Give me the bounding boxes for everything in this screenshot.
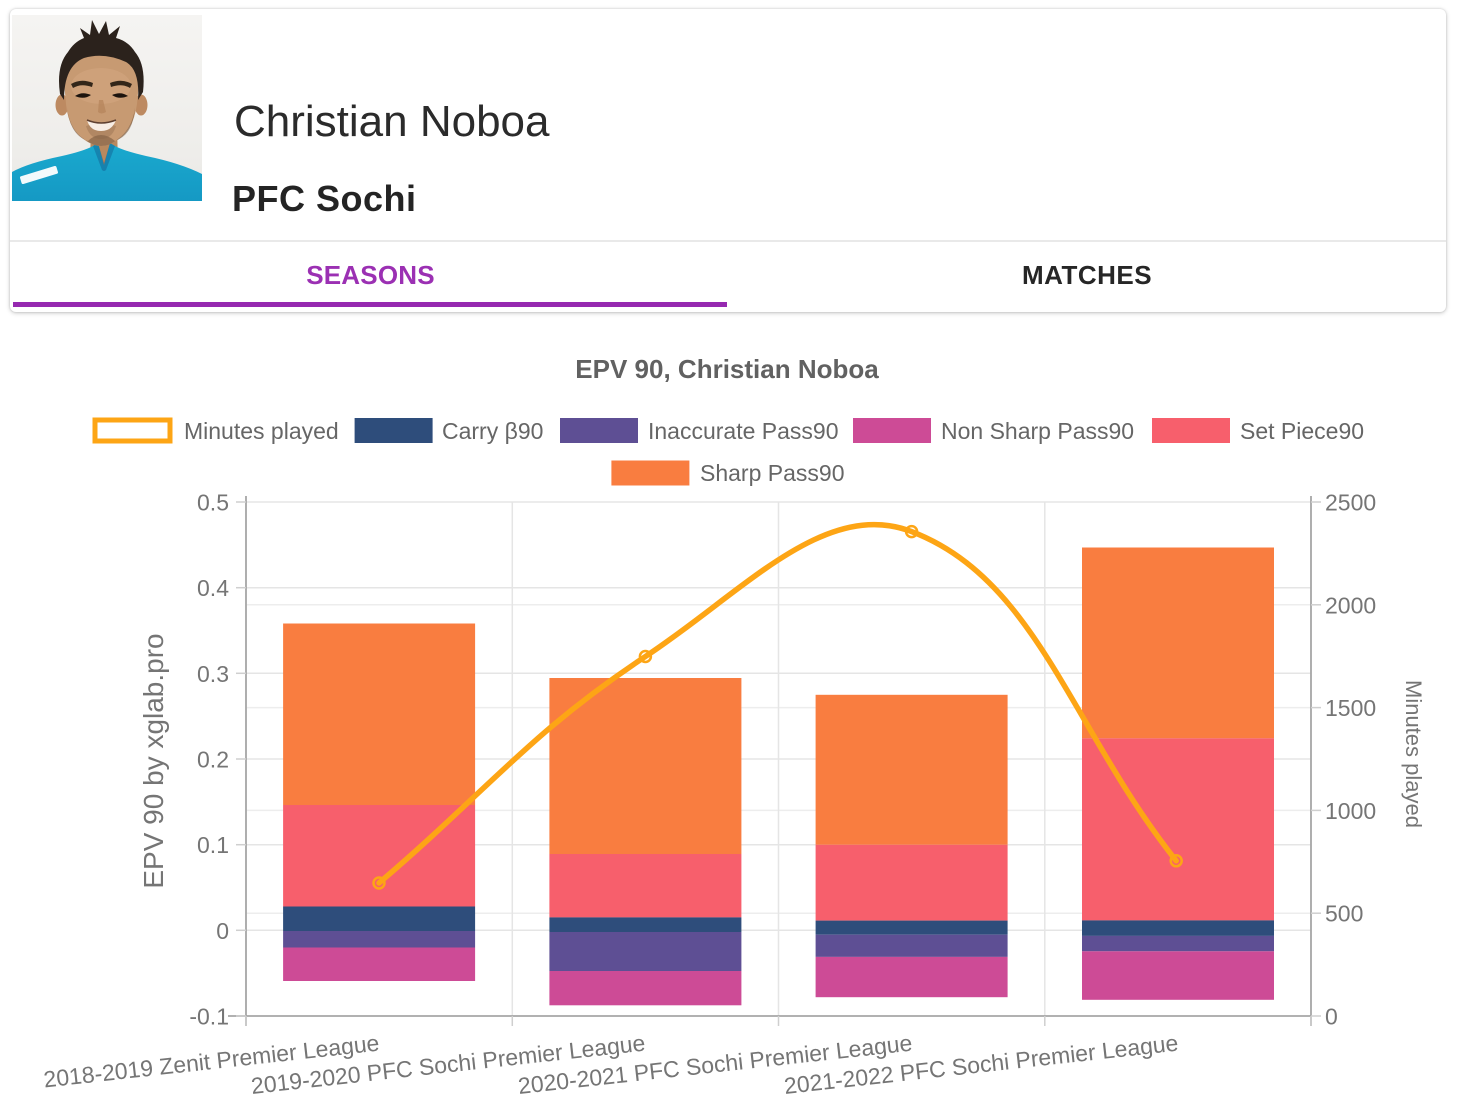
- svg-text:0: 0: [1325, 1004, 1338, 1030]
- svg-text:0.5: 0.5: [197, 490, 229, 516]
- svg-text:1000: 1000: [1325, 798, 1376, 824]
- svg-text:Minutes played: Minutes played: [1401, 680, 1426, 828]
- svg-text:2000: 2000: [1325, 592, 1376, 618]
- svg-text:Set Piece90: Set Piece90: [1240, 418, 1364, 444]
- svg-text:2500: 2500: [1325, 490, 1376, 516]
- svg-text:EPV 90 by xglab.pro: EPV 90 by xglab.pro: [138, 633, 169, 888]
- svg-text:Minutes played: Minutes played: [184, 418, 339, 444]
- svg-text:0.2: 0.2: [197, 747, 229, 773]
- svg-text:-0.1: -0.1: [189, 1004, 229, 1030]
- svg-text:Inaccurate Pass90: Inaccurate Pass90: [648, 418, 839, 444]
- svg-text:0.4: 0.4: [197, 575, 229, 601]
- svg-text:EPV 90, Christian Noboa: EPV 90, Christian Noboa: [575, 354, 879, 384]
- svg-text:0.3: 0.3: [197, 661, 229, 687]
- svg-text:Non Sharp Pass90: Non Sharp Pass90: [941, 418, 1134, 444]
- svg-text:0: 0: [216, 918, 229, 944]
- svg-text:1500: 1500: [1325, 695, 1376, 721]
- svg-text:500: 500: [1325, 901, 1363, 927]
- svg-text:0.1: 0.1: [197, 832, 229, 858]
- svg-text:Sharp Pass90: Sharp Pass90: [700, 460, 844, 486]
- svg-text:Carry β90: Carry β90: [442, 418, 543, 444]
